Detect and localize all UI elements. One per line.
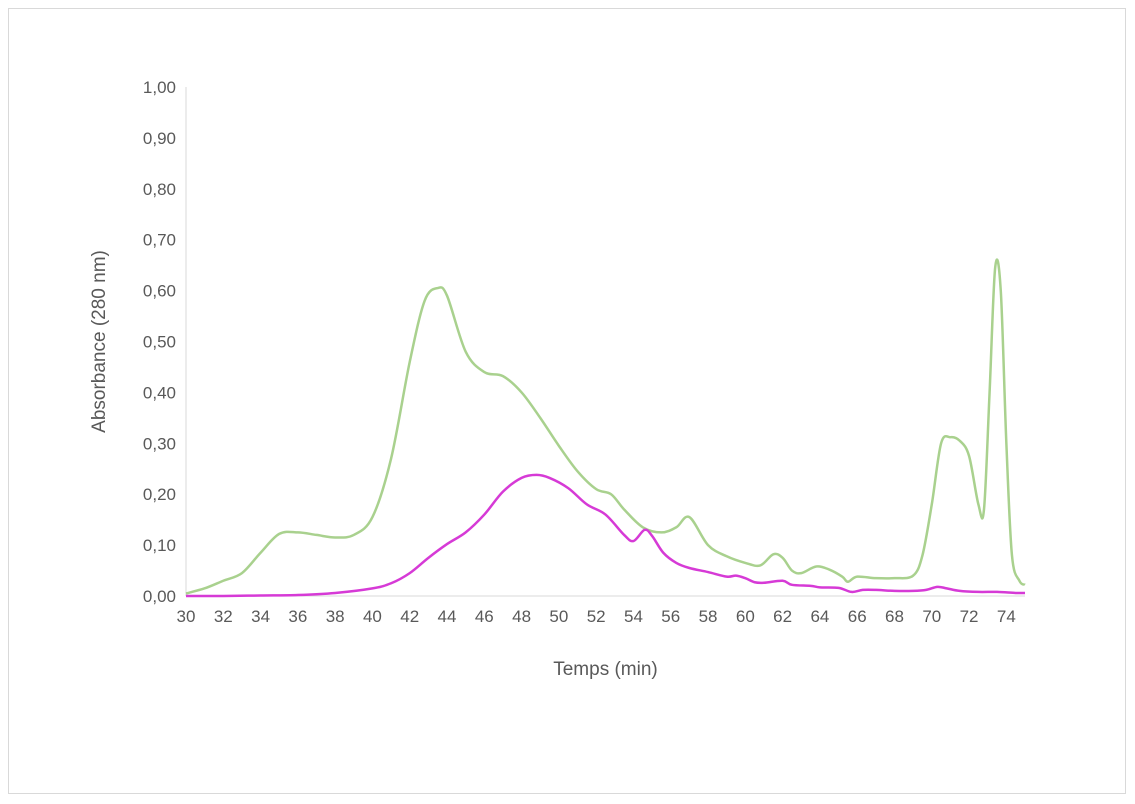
x-tick-label: 44 — [438, 607, 457, 626]
series-line-2 — [185, 473, 1026, 598]
x-tick-label: 30 — [177, 607, 196, 626]
x-tick-label: 48 — [512, 607, 531, 626]
y-tick-label: 1,00 — [143, 78, 176, 97]
y-axis-ticks: 0,00 0,10 0,20 0,30 0,40 0,50 0,60 0,70 0,80 0,90… — [143, 78, 176, 606]
x-axis-ticks: 30 32 34 36 38 40 42 44 46 48 50 52 54 56 58 60 62 64 66 68… — [177, 607, 1016, 626]
x-tick-label: 60 — [736, 607, 755, 626]
line-chart: 0,00 0,10 0,20 0,30 0,40 0,50 0,60 0,70 0,80 0,90… — [89, 78, 1026, 680]
x-tick-label: 64 — [810, 607, 829, 626]
x-tick-label: 32 — [214, 607, 233, 626]
series-line-1 — [185, 258, 1026, 595]
series-layer — [185, 258, 1026, 598]
x-tick-label: 36 — [288, 607, 307, 626]
x-axis-title: Temps (min) — [553, 659, 658, 680]
x-tick-label: 58 — [699, 607, 718, 626]
x-tick-label: 34 — [251, 607, 270, 626]
y-tick-label: 0,60 — [143, 282, 176, 301]
chart-frame: 0,00 0,10 0,20 0,30 0,40 0,50 0,60 0,70 0,80 0,90… — [8, 8, 1126, 794]
y-tick-label: 0,40 — [143, 383, 176, 402]
x-tick-label: 40 — [363, 607, 382, 626]
x-tick-label: 42 — [400, 607, 419, 626]
x-tick-label: 54 — [624, 607, 643, 626]
y-tick-label: 0,10 — [143, 536, 176, 555]
x-tick-label: 38 — [326, 607, 345, 626]
y-tick-label: 0,70 — [143, 231, 176, 250]
y-tick-label: 0,50 — [143, 333, 176, 352]
x-tick-label: 66 — [848, 607, 867, 626]
y-tick-label: 0,90 — [143, 129, 176, 148]
x-tick-label: 56 — [661, 607, 680, 626]
x-tick-label: 70 — [922, 607, 941, 626]
x-tick-label: 74 — [997, 607, 1016, 626]
x-tick-label: 68 — [885, 607, 904, 626]
y-tick-label: 0,30 — [143, 434, 176, 453]
y-tick-label: 0,00 — [143, 587, 176, 606]
y-tick-label: 0,20 — [143, 485, 176, 504]
x-tick-label: 62 — [773, 607, 792, 626]
x-tick-label: 50 — [549, 607, 568, 626]
x-tick-label: 46 — [475, 607, 494, 626]
x-tick-label: 52 — [587, 607, 606, 626]
y-tick-label: 0,80 — [143, 180, 176, 199]
y-axis-title: Absorbance (280 nm) — [89, 250, 110, 433]
x-tick-label: 72 — [960, 607, 979, 626]
